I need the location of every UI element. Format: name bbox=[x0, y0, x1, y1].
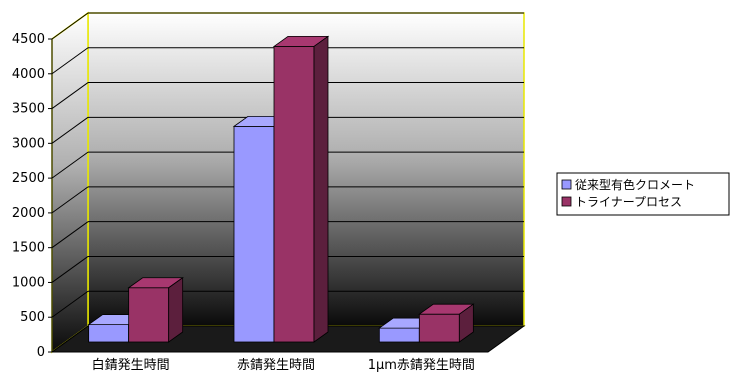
side-gridline-3500 bbox=[51, 82, 89, 109]
bar-side bbox=[313, 35, 329, 343]
side-gridline-4000 bbox=[51, 47, 89, 75]
side-gridline-2000 bbox=[51, 186, 89, 214]
y-tick-label: 0 bbox=[37, 345, 45, 360]
legend-box bbox=[556, 172, 730, 216]
x-tick-label: 白錆発生時間 bbox=[92, 357, 170, 373]
side-wall bbox=[51, 11, 89, 354]
y-tick-label: 3000 bbox=[12, 136, 45, 151]
legend-label: 従来型有色クロメート bbox=[575, 178, 695, 192]
y-tick-label: 500 bbox=[20, 310, 45, 325]
bar bbox=[272, 35, 330, 343]
bar-side bbox=[458, 303, 474, 343]
legend-label: トライナープロセス bbox=[575, 195, 682, 209]
bar-front bbox=[88, 324, 130, 343]
y-tick-label: 2000 bbox=[12, 206, 45, 221]
bar-front bbox=[418, 313, 460, 343]
bar-side bbox=[168, 276, 184, 343]
side-gridline-3000 bbox=[51, 116, 89, 144]
y-tick-label: 1500 bbox=[12, 241, 45, 256]
side-gridline-4500 bbox=[51, 12, 89, 40]
x-tick-label: 1μm赤錆発生時間 bbox=[368, 358, 475, 373]
bar bbox=[418, 303, 475, 343]
legend-swatch bbox=[561, 179, 572, 190]
y-tick-label: 4000 bbox=[12, 67, 45, 82]
x-axis: 白錆発生時間 赤錆発生時間 1μm赤錆発生時間 bbox=[92, 357, 475, 373]
legend-swatch bbox=[561, 196, 572, 207]
y-tick-label: 4500 bbox=[12, 32, 45, 47]
x-tick-label: 赤錆発生時間 bbox=[237, 358, 315, 373]
y-tick-label: 3500 bbox=[12, 102, 45, 117]
side-gridline-500 bbox=[51, 290, 89, 318]
side-gridline-2500 bbox=[51, 151, 89, 179]
y-tick-label: 1000 bbox=[12, 275, 45, 290]
side-gridline-0 bbox=[51, 325, 89, 353]
y-tick-label: 2500 bbox=[12, 171, 45, 186]
side-gridline-1500 bbox=[51, 221, 89, 249]
bar-front bbox=[233, 125, 275, 343]
bar-front bbox=[128, 287, 170, 343]
bar-front bbox=[378, 327, 420, 343]
bar-front bbox=[273, 45, 315, 343]
side-gridline-1000 bbox=[51, 256, 89, 283]
bar bbox=[127, 276, 184, 343]
bars bbox=[87, 35, 475, 343]
y-axis: 0 500 1000 1500 2000 2500 3000 3500 4000 4500 bbox=[12, 32, 53, 360]
